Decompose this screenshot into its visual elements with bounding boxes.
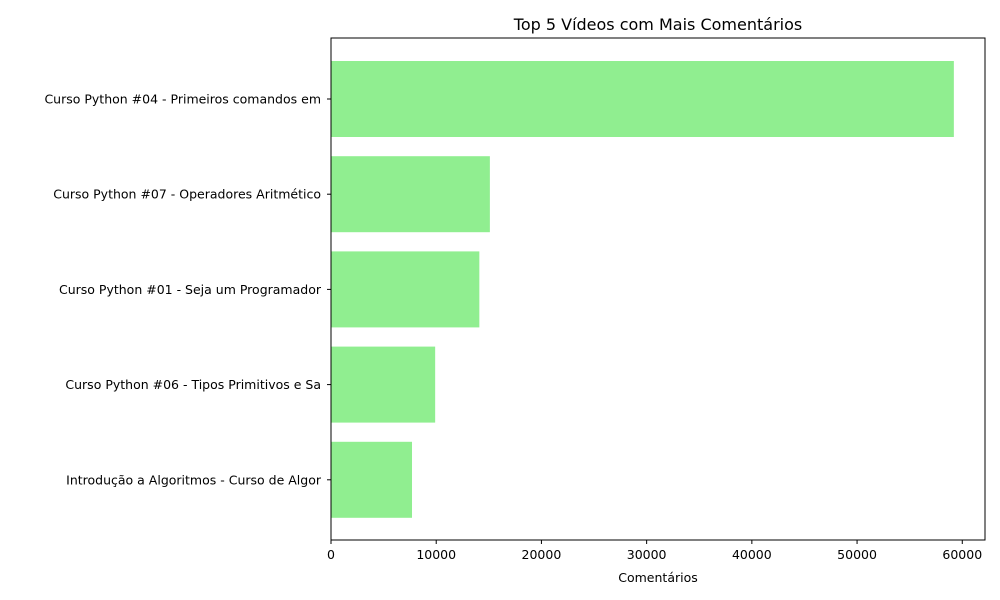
plot-frame bbox=[330, 37, 986, 541]
y-tick-label: Curso Python #06 - Tipos Primitivos e Sa bbox=[65, 377, 321, 392]
bar-4 bbox=[331, 346, 436, 423]
x-tick-label: 50000 bbox=[837, 547, 877, 562]
x-axis-ticks: 0 10000 20000 30000 40000 50000 60000 bbox=[327, 540, 982, 562]
x-tick-label: 10000 bbox=[416, 547, 456, 562]
bar-1 bbox=[331, 61, 954, 137]
bar-3 bbox=[331, 251, 480, 328]
y-tick-label: Introdução a Algoritmos - Curso de Algor bbox=[66, 472, 322, 487]
x-tick-label: 40000 bbox=[732, 547, 772, 562]
x-tick-label: 30000 bbox=[627, 547, 667, 562]
bar-2 bbox=[331, 156, 490, 233]
y-axis-ticks: Curso Python #04 - Primeiros comandos em… bbox=[44, 92, 331, 487]
x-tick-label: 20000 bbox=[522, 547, 562, 562]
x-tick-label: 0 bbox=[327, 547, 335, 562]
bars-group bbox=[331, 61, 954, 518]
x-axis-label: Comentários bbox=[618, 570, 698, 585]
x-tick-label: 60000 bbox=[942, 547, 982, 562]
y-tick-label: Curso Python #04 - Primeiros comandos em bbox=[44, 92, 321, 107]
chart-title: Top 5 Vídeos com Mais Comentários bbox=[513, 15, 802, 34]
y-tick-label: Curso Python #01 - Seja um Programador bbox=[59, 282, 322, 297]
bar-5 bbox=[331, 441, 413, 518]
y-tick-label: Curso Python #07 - Operadores Aritmético bbox=[53, 187, 321, 202]
